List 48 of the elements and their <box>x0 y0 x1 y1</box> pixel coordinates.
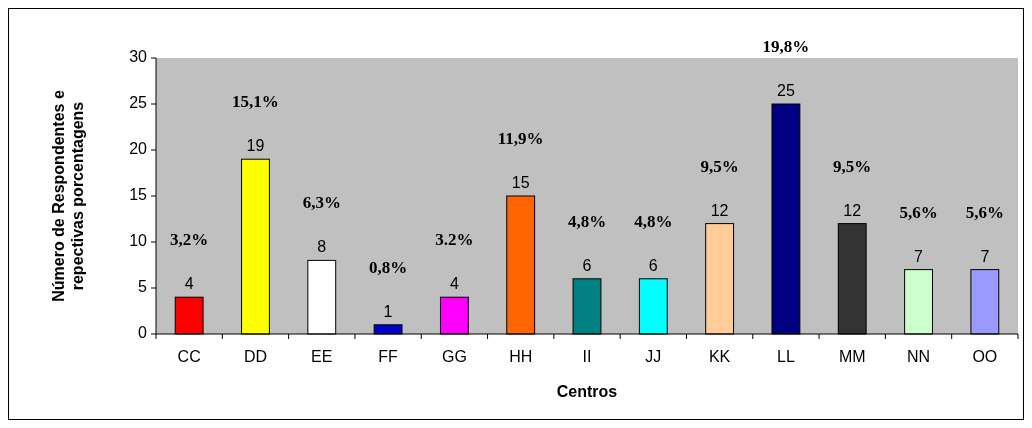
text: 19,8% <box>762 37 810 56</box>
annotation: 5,6% <box>965 202 1004 222</box>
annotation: 0,8% <box>368 257 408 277</box>
y-tick-label: 10 <box>129 232 148 250</box>
annotation: 15,1% <box>232 92 279 112</box>
annotation: 11,9% <box>497 129 544 148</box>
x-tick-label: LL <box>777 348 795 365</box>
x-tick-label: MM <box>838 348 866 365</box>
x-tick-label: II <box>582 348 592 365</box>
x-tick-label: HH <box>509 348 533 365</box>
data-label: 15 <box>511 174 530 191</box>
annotation: 9,5% <box>833 156 872 176</box>
y-tick-label: 0 <box>138 324 148 342</box>
x-tick-label: JJ <box>645 348 662 365</box>
annotation: 4,8% <box>567 211 607 231</box>
y-tick-label: 30 <box>129 48 148 66</box>
x-tick-label: OO <box>972 348 998 365</box>
data-label: 7 <box>914 247 924 265</box>
data-label: 4 <box>184 275 194 293</box>
data-label: 8 <box>317 238 327 256</box>
data-label: 19 <box>246 137 265 155</box>
y-tick-label: 25 <box>129 94 148 112</box>
annotation: 3,2% <box>170 230 209 250</box>
x-tick-label: EE <box>311 348 333 365</box>
data-label: 25 <box>777 82 795 99</box>
data-label: 7 <box>980 247 990 265</box>
annotation: 3.2% <box>435 230 474 250</box>
annotation: 6,3% <box>302 193 341 213</box>
y-tick-label: 5 <box>138 278 148 296</box>
annotation: 4,8% <box>634 211 673 231</box>
x-tick-label: GG <box>441 348 467 365</box>
x-tick-label: NN <box>906 348 931 365</box>
data-label: 6 <box>582 256 592 274</box>
y-axis-title: Número de Respondentes e repectivas porcentagens <box>49 90 86 302</box>
annotation: 9,5% <box>700 156 739 176</box>
data-label: 6 <box>648 256 658 274</box>
x-tick-label: KK <box>708 348 731 365</box>
y-tick-label: 20 <box>129 140 148 158</box>
data-label: 4 <box>449 275 459 293</box>
x-tick-label: CC <box>177 348 201 365</box>
x-axis-title: Centros <box>556 383 618 400</box>
data-label: 12 <box>843 201 862 219</box>
x-tick-label: DD <box>243 348 268 365</box>
data-label: 1 <box>383 302 393 320</box>
data-label: 12 <box>710 201 729 219</box>
x-tick-label: FF <box>378 348 399 365</box>
annotation: 5,6% <box>899 202 938 222</box>
y-tick-label: 15 <box>129 186 148 204</box>
